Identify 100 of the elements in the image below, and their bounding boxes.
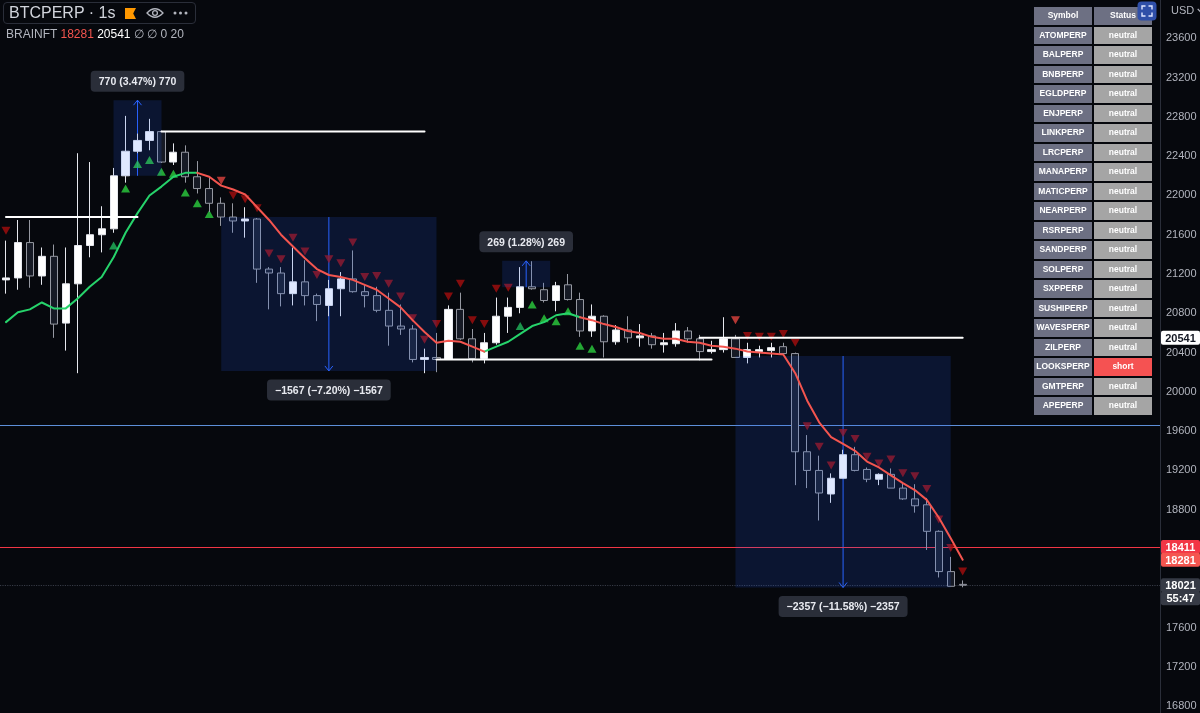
point — [814, 442, 824, 451]
band-label: 269 (1.28%) 269 — [487, 235, 566, 248]
text: ATOMPERP — [1039, 29, 1087, 40]
point — [431, 320, 441, 329]
candlestick — [26, 219, 34, 289]
point — [348, 238, 358, 247]
category-label: Status — [1094, 7, 1152, 25]
candlestick — [660, 332, 668, 354]
candlestick — [241, 206, 249, 239]
candlestick — [157, 130, 166, 164]
text: neutral — [1108, 400, 1138, 410]
point — [730, 316, 740, 325]
text: BNBPERP — [1042, 68, 1084, 79]
candlestick — [277, 266, 285, 307]
point — [276, 255, 286, 264]
candlestick — [14, 219, 22, 291]
y-tick-label: 20400 — [1166, 345, 1197, 358]
point — [372, 271, 382, 280]
candlestick — [385, 292, 393, 347]
y-tick-label: 16800 — [1166, 699, 1197, 712]
annotation: 20541 — [1165, 331, 1196, 344]
point — [264, 249, 274, 258]
candlestick — [803, 434, 811, 489]
point — [515, 322, 525, 331]
text: SOLPERP — [1042, 263, 1084, 274]
candlestick — [612, 324, 620, 346]
y-tick-label: 23200 — [1166, 70, 1197, 83]
y-tick-label: 23600 — [1166, 31, 1197, 44]
text: NEARPERP — [1039, 205, 1087, 215]
candlestick — [552, 281, 560, 312]
ref-line-label: 18411 — [1165, 540, 1196, 553]
candlestick — [229, 202, 237, 234]
candlestick — [133, 133, 142, 154]
text: SANDPERP — [1039, 244, 1087, 254]
text: neutral — [1108, 107, 1138, 118]
point — [587, 344, 597, 353]
y-tick-label: 19600 — [1166, 424, 1197, 437]
band-label: 770 (3.47%) 770 — [98, 75, 177, 88]
candlestick — [528, 260, 536, 291]
text: neutral — [1108, 263, 1138, 274]
candlestick — [684, 326, 692, 344]
y-tick-label: 19200 — [1166, 463, 1197, 476]
point — [144, 156, 154, 165]
y-tick-label: 22000 — [1166, 188, 1197, 201]
point — [312, 270, 322, 279]
text: WAVESPERP — [1036, 322, 1090, 332]
point — [922, 485, 932, 494]
text: SUSHIPERP — [1038, 302, 1088, 313]
text: APEPERP — [1042, 400, 1084, 410]
text: neutral — [1108, 283, 1138, 293]
y-axis-title: USD — [1171, 4, 1195, 16]
annotation: 55:47 — [1166, 592, 1195, 605]
point — [575, 341, 585, 350]
point — [778, 329, 788, 338]
y-tick-label: 17200 — [1166, 659, 1197, 672]
candlestick — [767, 342, 775, 358]
y-tick-label: 21600 — [1166, 227, 1197, 240]
candlestick — [899, 481, 907, 501]
candlestick — [779, 342, 787, 355]
candlestick — [540, 282, 548, 303]
text: short — [1112, 361, 1134, 371]
y-tick-label: 22400 — [1166, 149, 1197, 162]
point — [192, 199, 202, 208]
candlestick — [169, 142, 177, 166]
candlestick — [875, 472, 883, 486]
y-tick-label: 22800 — [1166, 109, 1197, 122]
point — [491, 284, 501, 293]
candlestick — [947, 556, 955, 587]
point — [360, 272, 370, 281]
text: neutral — [1108, 29, 1138, 40]
candlestick — [62, 246, 70, 352]
text: neutral — [1108, 127, 1138, 137]
candlestick — [50, 244, 58, 339]
candlestick — [145, 118, 154, 151]
text: GMTPERP — [1041, 380, 1085, 391]
point — [420, 335, 430, 344]
point — [204, 210, 214, 219]
candlestick — [791, 352, 799, 486]
ref-line-label: 18021 — [1165, 579, 1196, 592]
candlestick — [504, 297, 512, 334]
point — [838, 429, 848, 438]
text: neutral — [1108, 166, 1138, 176]
candlestick — [600, 314, 608, 358]
text: neutral — [1108, 322, 1138, 332]
annotation: 18281 — [1165, 553, 1196, 566]
text: neutral — [1108, 244, 1138, 254]
point — [121, 184, 131, 193]
candlestick — [432, 332, 441, 373]
text: neutral — [1108, 146, 1138, 157]
text: neutral — [1108, 68, 1138, 79]
point — [551, 317, 561, 326]
point — [228, 191, 238, 200]
candlestick — [38, 246, 46, 286]
candlestick — [827, 472, 835, 504]
point — [1, 226, 11, 235]
candlestick — [181, 144, 189, 184]
text: LOOKSPERP — [1036, 361, 1090, 371]
category-label: Symbol — [1034, 7, 1092, 25]
text: LRCPERP — [1042, 146, 1084, 157]
text: neutral — [1108, 49, 1138, 59]
